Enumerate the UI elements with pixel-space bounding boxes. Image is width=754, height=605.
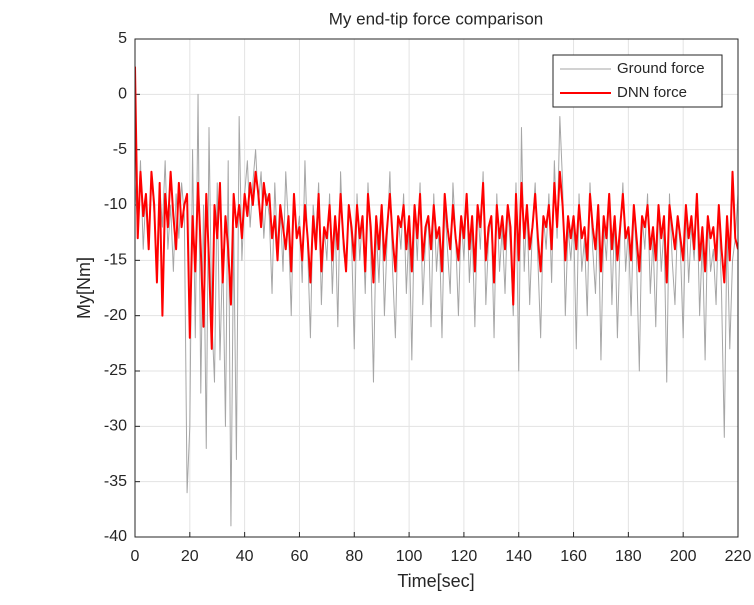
y-tick-label: -25 bbox=[104, 362, 127, 379]
legend-label: DNN force bbox=[617, 84, 687, 101]
x-tick-label: 160 bbox=[560, 548, 587, 565]
y-tick-label: -40 bbox=[104, 528, 127, 545]
x-tick-label: 100 bbox=[396, 548, 423, 565]
x-tick-label: 40 bbox=[236, 548, 254, 565]
y-tick-label: -35 bbox=[104, 473, 127, 490]
x-tick-label: 20 bbox=[181, 548, 199, 565]
series-line bbox=[135, 93, 738, 527]
y-tick-label: 0 bbox=[118, 86, 127, 103]
x-axis-label: Time[sec] bbox=[397, 571, 474, 591]
plot-area bbox=[135, 39, 738, 537]
legend-box bbox=[552, 54, 723, 108]
x-tick-label: 180 bbox=[615, 548, 642, 565]
x-tick-label: 200 bbox=[670, 548, 697, 565]
y-tick-label: -20 bbox=[104, 307, 127, 324]
y-tick-label: -5 bbox=[113, 141, 127, 158]
series-line bbox=[135, 66, 738, 350]
chart-title: My end-tip force comparison bbox=[329, 9, 543, 28]
x-tick-label: 220 bbox=[725, 548, 752, 565]
y-tick-label: -10 bbox=[104, 196, 127, 213]
y-axis-label: My[Nm] bbox=[74, 257, 94, 319]
y-tick-label: 5 bbox=[118, 30, 127, 47]
y-tick-label: -30 bbox=[104, 418, 127, 435]
legend-label: Ground force bbox=[617, 60, 705, 77]
x-tick-label: 60 bbox=[291, 548, 309, 565]
x-tick-label: 120 bbox=[451, 548, 478, 565]
x-tick-label: 80 bbox=[345, 548, 363, 565]
x-tick-label: 0 bbox=[131, 548, 140, 565]
x-tick-label: 140 bbox=[505, 548, 532, 565]
y-tick-label: -15 bbox=[104, 252, 127, 269]
plot-frame bbox=[134, 38, 739, 538]
